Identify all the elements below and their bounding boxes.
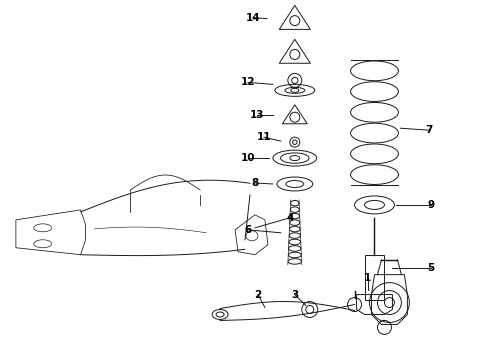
Text: 12: 12 [241, 77, 255, 87]
Text: 14: 14 [245, 13, 260, 23]
Text: 6: 6 [245, 225, 251, 235]
Text: 8: 8 [251, 178, 259, 188]
Text: 3: 3 [291, 289, 298, 300]
Text: 4: 4 [286, 213, 294, 223]
Text: 10: 10 [241, 153, 255, 163]
Text: 13: 13 [250, 110, 264, 120]
Text: 5: 5 [428, 263, 435, 273]
Text: 2: 2 [254, 289, 262, 300]
Text: 1: 1 [364, 273, 371, 283]
Text: 9: 9 [428, 200, 435, 210]
Text: 7: 7 [426, 125, 433, 135]
Bar [365, 255, 385, 300]
Text: 11: 11 [257, 132, 271, 142]
